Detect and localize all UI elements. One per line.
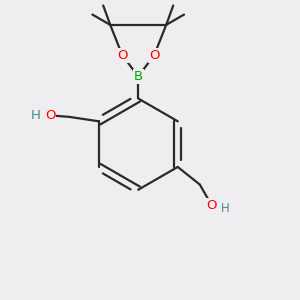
Text: B: B [134,70,143,83]
Text: O: O [206,199,217,212]
Text: O: O [45,109,56,122]
Text: H: H [31,109,40,122]
Text: H: H [220,202,229,215]
Text: O: O [117,49,128,62]
Text: O: O [149,49,159,62]
